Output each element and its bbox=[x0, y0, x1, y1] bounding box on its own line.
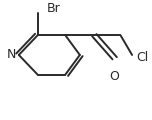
Text: O: O bbox=[110, 70, 120, 83]
Text: Br: Br bbox=[47, 2, 60, 15]
Text: Cl: Cl bbox=[136, 51, 149, 64]
Text: N: N bbox=[7, 48, 16, 61]
